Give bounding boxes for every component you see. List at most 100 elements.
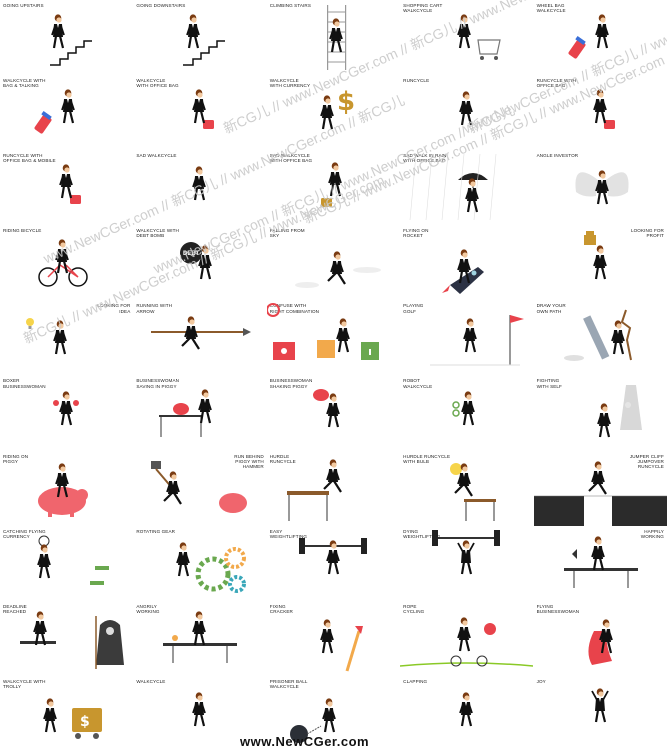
animation-tile: DRAW YOUR OWN PATH <box>533 300 667 376</box>
businesswoman-figure <box>192 166 207 201</box>
tile-label: HURDLE RUNCYCLE WITH BULB <box>403 453 451 464</box>
animation-tile: RIDING BICYCLE <box>0 225 134 301</box>
tile-label: WALKCYCLE WITH CURRENCY <box>269 78 311 89</box>
tile-illustration <box>183 14 226 66</box>
tile-illustration <box>320 162 342 208</box>
animation-tile: FALLING FROM SKY <box>266 225 401 301</box>
tile-label: JUMPER CLIFF JUMPOVER RUNCYCLE <box>629 453 664 469</box>
tile-label: RUNCYCLE WITH OFFICE BAG <box>536 78 577 89</box>
tile-label: DRAW YOUR OWN PATH <box>536 303 566 314</box>
businesswoman-figure <box>327 251 346 285</box>
businesswoman-figure <box>327 162 342 197</box>
businesswoman-figure <box>323 458 342 493</box>
animation-tile: CLAPPING <box>400 675 534 751</box>
tile-illustration <box>289 698 336 743</box>
animation-tile: RUNCYCLE WITH OFFICE BAG & MOBILE <box>0 150 134 226</box>
animation-tile: DYING WEIGHTLIFTING <box>400 525 534 601</box>
tile-illustration <box>38 239 88 288</box>
animation-tile: FIGHTING WITH SELF <box>533 375 667 451</box>
tile-illustration: $ <box>43 698 102 739</box>
tile-label: ANGLE INVESTOR <box>536 153 579 159</box>
animation-tile: WALKCYCLE WITH OFFICE BAG <box>133 75 267 151</box>
animation-tile: CLIMBING STAIRS <box>266 0 401 76</box>
tile-illustration <box>192 89 215 130</box>
animation-tile: GOING DOWNSTAIRS <box>133 0 267 76</box>
tile-illustration <box>298 537 367 574</box>
animation-tile: CATCHING FLYING CURRENCY <box>0 525 134 601</box>
tile-illustration <box>442 249 485 295</box>
businesswoman-figure <box>192 692 207 727</box>
tile-label: DEADLINE REACHED <box>3 603 27 614</box>
tile-illustration <box>533 460 667 526</box>
animation-tile: SAD WALKCYCLE <box>133 150 267 226</box>
tile-label: BUSINESSWOMAN SAVING IN PIGGY <box>136 378 180 389</box>
businesswoman-figure <box>163 470 183 505</box>
tile-illustration <box>588 619 613 665</box>
tile-label: RIDING ON PIGGY <box>3 453 29 464</box>
businesswoman-figure <box>459 692 474 727</box>
businesswoman-figure <box>198 389 213 424</box>
animation-tile: RUNCYCLE <box>400 75 534 151</box>
animation-tile: WHEEL BAG WALKCYCLE <box>533 0 667 76</box>
tile-label: BOXER BUSINESSWOMAN <box>3 378 46 389</box>
animation-tile: HAPPILY WORKING <box>533 525 667 601</box>
tile-label: BUSINESSWOMAN SHAKING PIGGY <box>269 378 313 389</box>
tile-illustration <box>583 231 607 280</box>
tile-illustration <box>459 692 474 727</box>
tile-label: ROPE CYCLING <box>403 603 425 614</box>
animation-tile: HURDLE RUNCYCLE WITH BULB <box>400 450 534 526</box>
svg-text:DEBT: DEBT <box>183 251 200 257</box>
tile-label: FLYING ON ROCKET <box>403 228 429 239</box>
animation-tile: ROTATING GEAR <box>133 525 267 601</box>
businesswoman-figure <box>610 320 625 355</box>
tile-illustration <box>34 89 75 134</box>
businesswoman-figure <box>55 462 69 497</box>
businesswoman-figure <box>181 316 201 350</box>
animation-tile: DEADLINE REACHED <box>0 600 134 676</box>
businesswoman-figure <box>596 403 611 438</box>
tile-illustration <box>592 89 615 130</box>
animation-tile: ROPE CYCLING <box>400 600 534 676</box>
tile-label: ROTATING GEAR <box>136 528 176 534</box>
tile-illustration: $ <box>319 87 355 130</box>
businesswoman-figure <box>192 611 207 646</box>
animation-tile: WALKCYCLE WITH DEBT BOMB DEBT <box>133 225 267 301</box>
businesswoman-figure <box>463 318 478 353</box>
animation-tile: ANGRILY WORKING <box>133 600 267 676</box>
tile-illustration <box>409 154 497 221</box>
businesswoman-figure <box>59 391 73 426</box>
tile-illustration <box>20 611 124 669</box>
svg-text:$: $ <box>337 87 355 117</box>
tile-illustration <box>590 688 609 723</box>
businesswoman-figure <box>325 540 340 574</box>
animation-tile: WALKCYCLE <box>133 675 267 751</box>
tile-label: RUNCYCLE WITH OFFICE BAG & MOBILE <box>3 153 56 164</box>
tile-label: ROBOT WALKCYCLE <box>403 378 433 389</box>
animation-tile: SHOPPING CART WALKCYCLE <box>400 0 534 76</box>
tile-label: FIGHTING WITH SELF <box>536 378 562 389</box>
tile-label: WALKCYCLE WITH DEBT BOMB <box>136 228 179 239</box>
tile-illustration <box>38 462 88 517</box>
tile-label: GOING UPSTAIRS <box>3 3 44 8</box>
businesswoman-figure <box>321 698 336 733</box>
animation-tile: RIDING ON PIGGY <box>0 450 134 526</box>
tile-illustration <box>176 542 247 593</box>
businesswoman-figure <box>192 89 207 124</box>
tile-label: RUNNING WITH ARROW <box>136 303 173 314</box>
businesswoman-figure <box>37 544 51 578</box>
tile-label: SAD WALK IN RAIN WITH OFFICE BAG <box>403 153 447 164</box>
businesswoman-figure <box>457 249 472 284</box>
tile-label: WALKCYCLE WITH BAG & TALKING <box>3 78 46 89</box>
tile-illustration <box>575 170 629 205</box>
animation-tile: FLYING BUSINESSWOMAN <box>533 600 667 676</box>
tile-label: WHEEL BAG WALKCYCLE <box>536 3 566 14</box>
tile-illustration <box>286 458 342 521</box>
animation-tile: ROBOT WALKCYCLE <box>400 375 534 451</box>
businesswoman-figure <box>33 611 47 646</box>
tile-label: GOING DOWNSTAIRS <box>136 3 186 8</box>
animation-tile: GOING UPSTAIRS <box>0 0 134 76</box>
businesswoman-figure <box>61 89 75 124</box>
businesswoman-figure <box>335 318 350 353</box>
tile-illustration <box>192 692 207 727</box>
